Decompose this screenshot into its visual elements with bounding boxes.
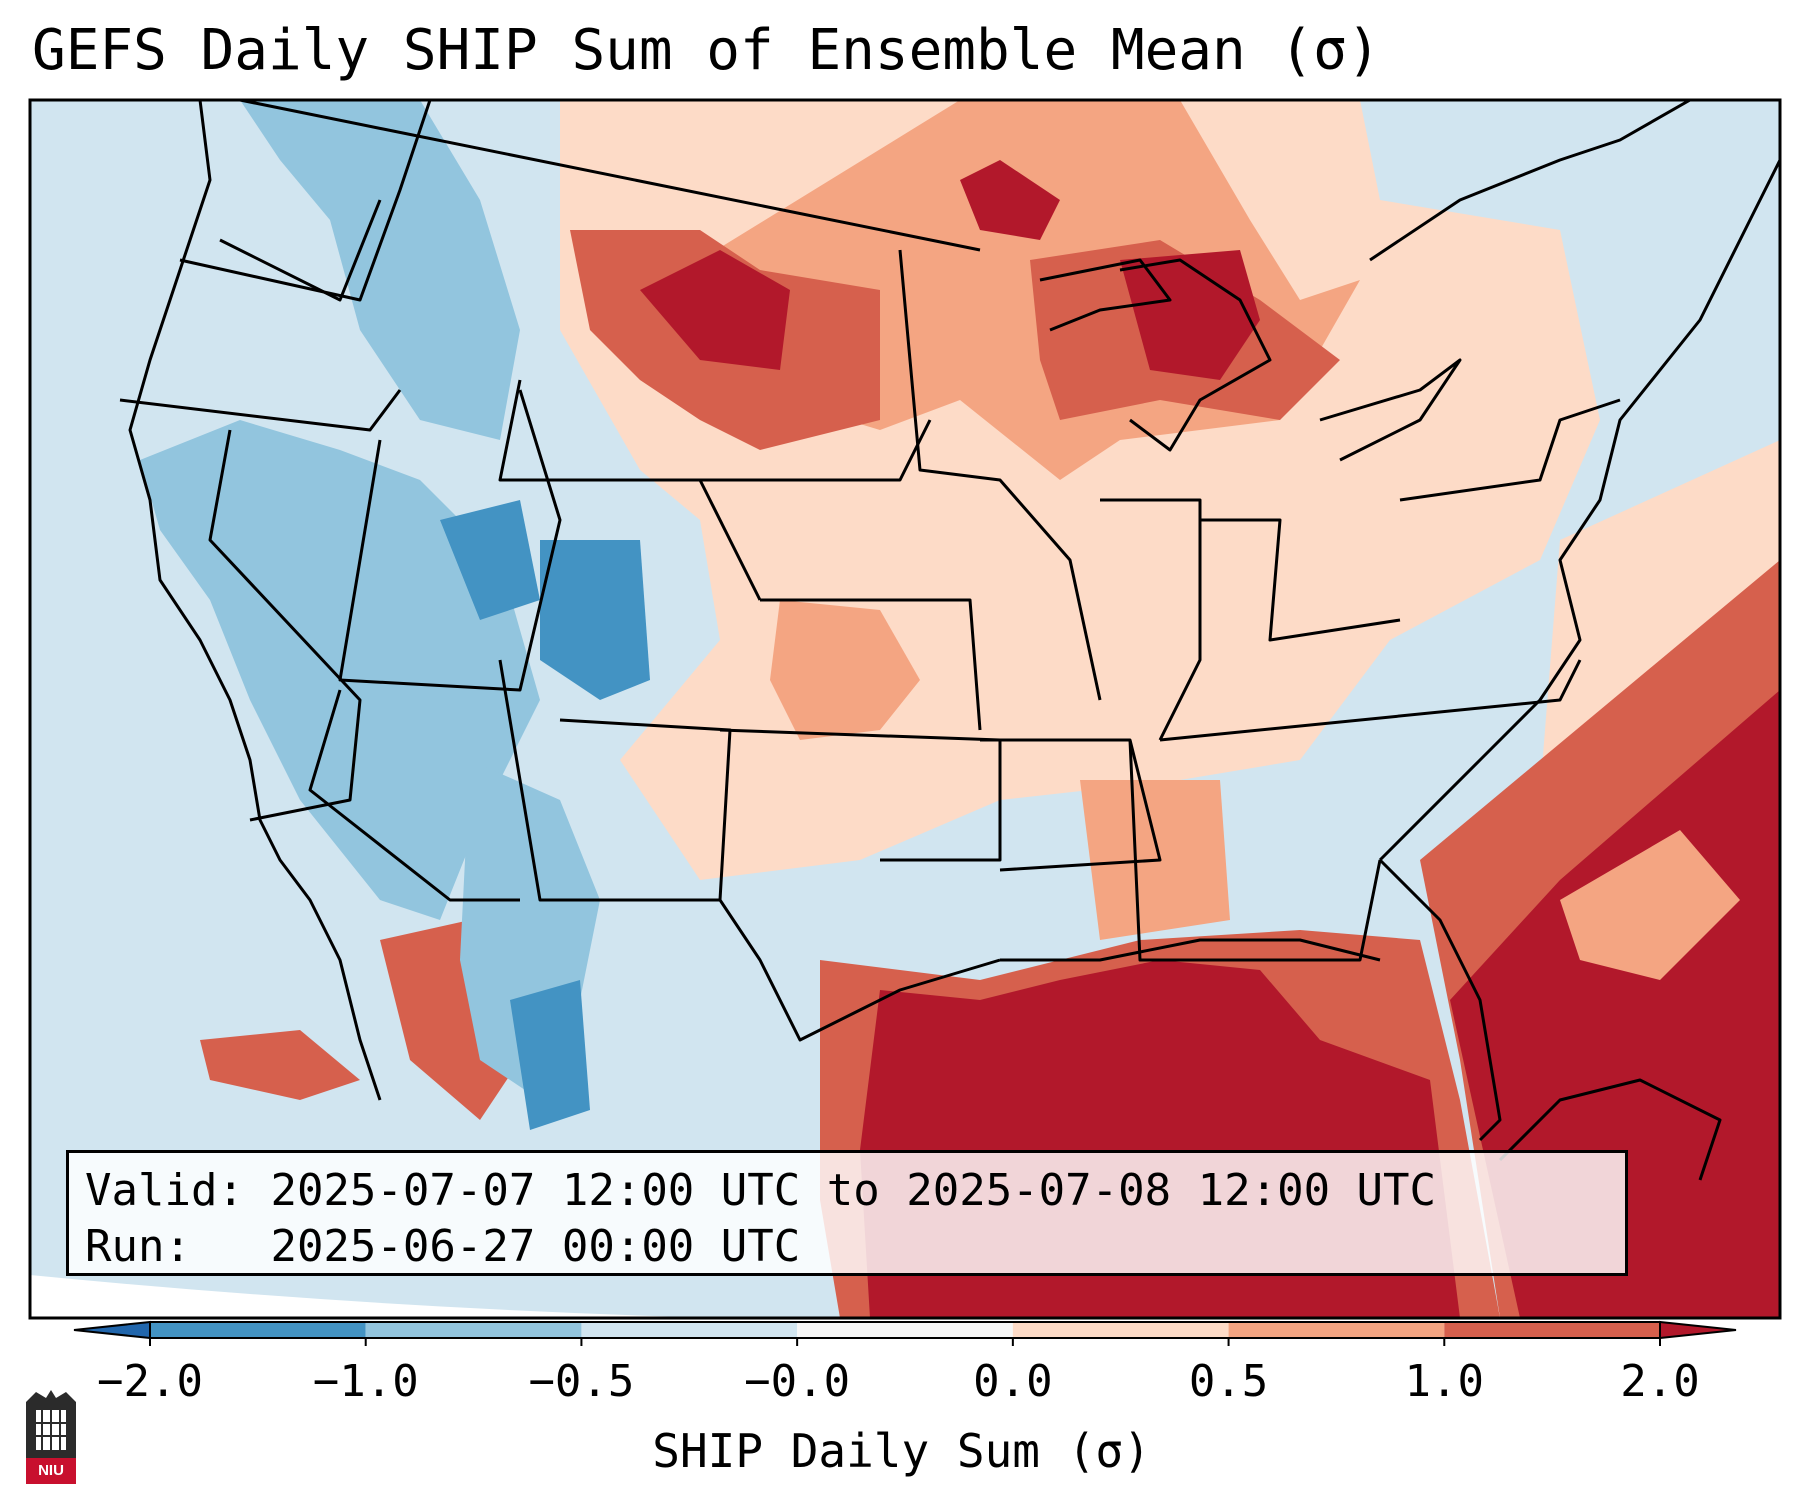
- border-california-nevada: [208, 429, 362, 822]
- shaded-field: [30, 100, 1780, 1318]
- border-texas-mexico: [718, 899, 1001, 1042]
- field-negative-strong-utah: [440, 500, 540, 620]
- colorbar-frame: [149, 1321, 1661, 1339]
- colorbar-bin: [1012, 1322, 1229, 1338]
- border-illinois: [1100, 498, 1202, 741]
- field-positive-extreme-ontario: [960, 160, 1060, 240]
- pacific-coastline: [128, 100, 382, 1101]
- border-canada-us: [239, 100, 981, 252]
- run-row: Run: 2025-06-27 00:00 UTC: [85, 1219, 1609, 1275]
- border-arizona: [308, 689, 520, 902]
- colorbar-tick-label: 2.0: [1620, 1356, 1700, 1407]
- border-oregon-california: [119, 389, 402, 432]
- field-positive-moderate-kansas: [770, 600, 920, 740]
- border-tennessee-north: [1159, 659, 1582, 742]
- florida-outline: [1378, 858, 1502, 1142]
- field-positive-strong-pacific-mexico: [200, 1030, 360, 1100]
- colorbar-tick-label: −0.0: [744, 1356, 851, 1407]
- colorbar-bin: [581, 1322, 798, 1338]
- valid-run-info-box: Valid: 2025-07-07 12:00 UTC to 2025-07-0…: [66, 1150, 1628, 1276]
- field-positive-extreme-dakota: [640, 250, 790, 370]
- colorbar-tick-label: 1.0: [1404, 1356, 1485, 1407]
- niu-logo: [26, 1390, 76, 1484]
- field-negative-moderate-northwest: [240, 100, 520, 440]
- colorbar-bin: [1228, 1322, 1445, 1338]
- political-boundaries: [119, 100, 1780, 1181]
- colorbar-bin: [150, 1322, 366, 1338]
- field-negative-moderate-great-basin: [140, 420, 540, 920]
- logo-grid-icon: [36, 1410, 66, 1450]
- colorbar-bin: [365, 1322, 582, 1338]
- colorbar-tick-label: −2.0: [97, 1356, 203, 1407]
- valid-value: 2025-07-07 12:00 UTC to 2025-07-08 12:00…: [270, 1165, 1437, 1216]
- border-indiana-ohio: [1200, 518, 1401, 642]
- colorbar-tick-label: 0.5: [1188, 1356, 1269, 1407]
- colorbar: [73, 1320, 1737, 1346]
- border-washington-oregon: [219, 199, 382, 302]
- colorbar-bin: [1444, 1322, 1660, 1338]
- colorbar-tick-label: −1.0: [312, 1356, 419, 1407]
- border-nebraska: [698, 479, 762, 601]
- border-minnesota-iowa: [898, 249, 1102, 701]
- lake-erie-ontario: [1319, 358, 1462, 462]
- border-pennsylvania-new-york: [1399, 398, 1621, 502]
- field-positive-extreme-michigan: [1120, 250, 1260, 380]
- logo-red-base: [26, 1458, 76, 1484]
- colorbar-bin: [797, 1322, 1013, 1338]
- figure-title: GEFS Daily SHIP Sum of Ensemble Mean (σ): [32, 18, 1381, 83]
- field-negative-strong-sierra-madre: [510, 980, 590, 1130]
- atlantic-coastline: [1378, 159, 1780, 862]
- colorbar-tick-label: −0.5: [528, 1356, 635, 1407]
- map-frame: [28, 98, 1782, 1320]
- st-lawrence: [1369, 100, 1691, 262]
- colorbar-label: SHIP Daily Sum (σ): [652, 1424, 1151, 1478]
- border-arkansas: [980, 738, 1162, 872]
- field-positive-moderate-atlantic-patch: [1560, 830, 1740, 980]
- valid-row: Valid: 2025-07-07 12:00 UTC to 2025-07-0…: [85, 1163, 1609, 1219]
- run-value: 2025-06-27 00:00 UTC: [270, 1221, 801, 1272]
- colorbar-tick-label: 0.0: [973, 1356, 1053, 1407]
- border-washington-idaho: [179, 100, 432, 302]
- border-kansas: [760, 598, 982, 731]
- border-gulf-states: [1128, 739, 1382, 962]
- bahamas-cuba: [1498, 1078, 1722, 1181]
- lake-michigan-huron: [1119, 258, 1272, 452]
- run-label: Run:: [85, 1221, 191, 1272]
- gulf-coastline: [1000, 938, 1381, 962]
- border-oklahoma: [719, 728, 1002, 862]
- lake-superior: [1039, 258, 1172, 332]
- colorbar-extend-low: [73, 1320, 151, 1340]
- colorbar-extend-high: [1659, 1320, 1737, 1340]
- valid-label: Valid:: [85, 1165, 244, 1216]
- border-utah-nevada: [338, 389, 562, 692]
- field-negative-strong-colorado: [540, 540, 650, 700]
- logo-text: NIU: [38, 1462, 64, 1479]
